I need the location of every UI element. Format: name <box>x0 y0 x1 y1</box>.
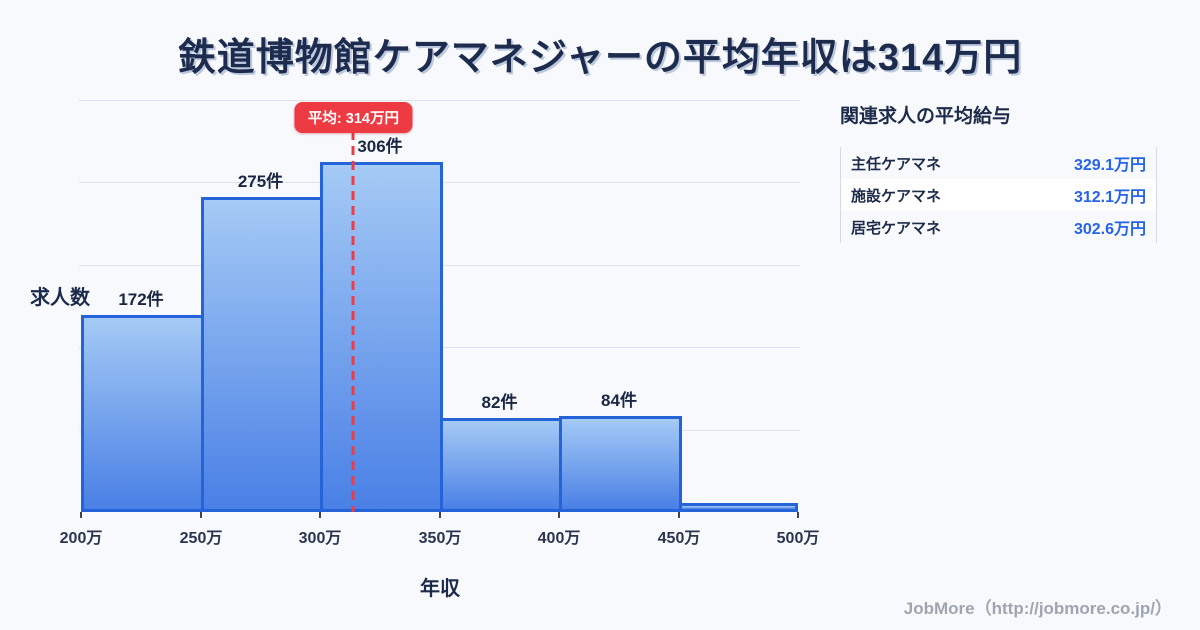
x-tick-mark <box>80 512 82 518</box>
salary-row: 施設ケアマネ 312.1万円 <box>841 179 1156 211</box>
average-dashed-line <box>351 131 355 512</box>
salary-row-value: 312.1万円 <box>1073 189 1146 206</box>
related-salary-heading: 関連求人の平均給与 <box>840 106 1012 127</box>
x-tick-label: 450万 <box>657 530 701 547</box>
salary-row-label: 居宅ケアマネ <box>851 219 942 237</box>
x-tick-label: 200万 <box>59 530 103 547</box>
x-tick-label: 350万 <box>418 530 462 547</box>
x-tick-mark <box>678 512 680 518</box>
bar-count-label: 82件 <box>481 393 518 412</box>
x-tick-label: 250万 <box>179 530 223 547</box>
y-axis-label: 求人数 <box>30 287 90 309</box>
salary-row-label: 主任ケアマネ <box>851 155 942 173</box>
bar-count-label: 275件 <box>237 172 284 191</box>
x-tick-label: 500万 <box>776 530 820 547</box>
related-salary-table: 主任ケアマネ 329.1万円 施設ケアマネ 312.1万円 居宅ケアマネ 302… <box>840 147 1157 243</box>
histogram-bar <box>320 162 443 512</box>
bar-count-label: 306件 <box>357 137 403 156</box>
page-title: 鉄道博物館ケアマネジャーの平均年収は314万円 <box>177 37 1023 79</box>
x-tick-mark <box>558 512 560 518</box>
salary-row: 居宅ケアマネ 302.6万円 <box>841 211 1156 243</box>
salary-row-value: 329.1万円 <box>1073 157 1146 174</box>
salary-row-label: 施設ケアマネ <box>851 187 942 205</box>
x-tick-label: 400万 <box>537 530 581 547</box>
bar-count-label: 84件 <box>601 391 637 410</box>
histogram-plot-area: 172件 275件 306件 82件 84件 200万 250万 300万 350万 400万 45… <box>60 100 819 547</box>
histogram-bar <box>201 197 323 512</box>
x-tick-mark <box>319 512 321 518</box>
x-axis-label: 年収 <box>420 578 460 600</box>
gridline <box>79 100 800 101</box>
histogram-bar <box>440 418 562 512</box>
jobmore-credit: JobMore（http://jobmore.co.jp/） <box>903 599 1172 618</box>
histogram-bar <box>81 315 204 512</box>
histogram-bar <box>679 503 798 512</box>
x-tick-mark <box>200 512 202 518</box>
histogram-bar <box>559 416 682 512</box>
average-badge: 平均: 314万円 <box>294 102 412 133</box>
bar-count-label: 172件 <box>118 290 164 309</box>
x-tick-label: 300万 <box>298 530 342 547</box>
salary-row: 主任ケアマネ 329.1万円 <box>841 147 1156 179</box>
x-tick-mark <box>439 512 441 518</box>
salary-row-value: 302.6万円 <box>1073 221 1146 238</box>
x-tick-mark <box>797 512 799 518</box>
